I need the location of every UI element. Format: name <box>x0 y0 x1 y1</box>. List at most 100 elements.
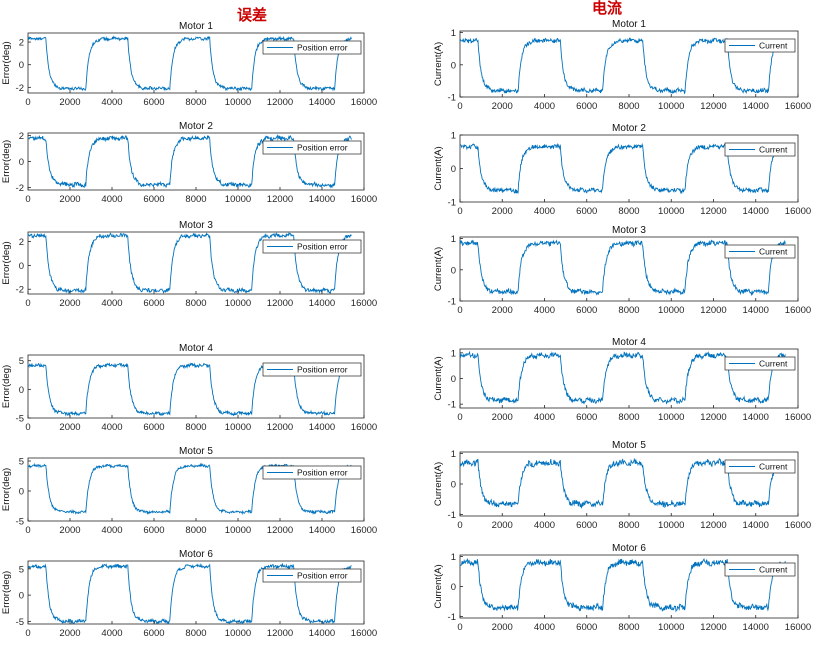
series-line <box>28 35 352 92</box>
legend-box <box>724 38 796 53</box>
legend-box <box>262 239 362 254</box>
x-tick-label: 4000 <box>101 525 122 536</box>
x-tick-label: 16000 <box>785 101 811 112</box>
x-tick-label: 14000 <box>743 520 769 531</box>
legend-box <box>724 562 796 577</box>
legend-box <box>262 568 362 583</box>
x-tick-label: 0 <box>25 298 30 309</box>
x-tick-label: 0 <box>25 628 30 639</box>
y-tick-label: 0 <box>451 60 456 71</box>
y-axis-label: Current(A) <box>433 462 444 506</box>
x-tick-label: 2000 <box>59 422 80 433</box>
y-tick-label: -1 <box>448 510 456 521</box>
y-tick-label: -1 <box>448 400 456 411</box>
series-line <box>28 362 352 417</box>
subplot-title: Motor 4 <box>612 337 646 348</box>
y-tick-label: 1 <box>451 234 456 245</box>
x-tick-label: 6000 <box>576 206 597 217</box>
y-tick-label: -1 <box>448 612 456 623</box>
y-tick-label: 1 <box>451 552 456 563</box>
y-tick-label: -1 <box>448 297 456 308</box>
x-tick-label: 4000 <box>101 97 122 108</box>
y-axis-label: Error(deg) <box>1 140 12 183</box>
x-tick-label: 12000 <box>267 194 293 205</box>
x-tick-label: 16000 <box>785 206 811 217</box>
x-tick-label: 2000 <box>59 628 80 639</box>
subplot: 0 2000 4000 6000 8000 10000 12000 14000 16000-10… <box>433 123 811 217</box>
x-tick-label: 8000 <box>618 101 639 112</box>
y-axis-label: Current(A) <box>433 356 444 400</box>
series-line <box>460 142 786 195</box>
x-tick-label: 2000 <box>492 101 513 112</box>
legend-label: Current <box>759 247 788 257</box>
x-tick-label: 10000 <box>225 298 251 309</box>
legend-box <box>724 459 796 474</box>
x-tick-label: 10000 <box>658 622 684 633</box>
x-tick-label: 10000 <box>658 520 684 531</box>
subplot: 0 2000 4000 6000 8000 10000 12000 14000 16000-20… <box>1 220 377 309</box>
x-tick-label: 12000 <box>700 305 726 316</box>
subplot: 0 2000 4000 6000 8000 10000 12000 14000 16000-10… <box>433 337 811 423</box>
x-tick-label: 6000 <box>576 412 597 423</box>
x-tick-label: 4000 <box>101 422 122 433</box>
subplot-title: Motor 2 <box>179 121 213 132</box>
subplot: 0 2000 4000 6000 8000 10000 12000 14000 16000-10… <box>433 19 811 112</box>
right-column-heading: 电流 <box>592 0 623 17</box>
x-tick-label: 16000 <box>785 412 811 423</box>
x-tick-label: 0 <box>25 525 30 536</box>
x-tick-label: 0 <box>457 206 462 217</box>
subplot-title: Motor 5 <box>179 446 213 457</box>
y-tick-label: 0 <box>19 261 24 272</box>
y-tick-label: 5 <box>19 564 24 575</box>
subplot-title: Motor 6 <box>179 549 213 560</box>
x-tick-label: 14000 <box>309 422 335 433</box>
x-tick-label: 14000 <box>309 194 335 205</box>
x-tick-label: 0 <box>457 412 462 423</box>
x-tick-label: 8000 <box>618 305 639 316</box>
x-tick-label: 8000 <box>185 422 206 433</box>
x-tick-label: 14000 <box>309 97 335 108</box>
legend-box <box>724 356 796 371</box>
x-tick-label: 6000 <box>576 101 597 112</box>
x-tick-label: 2000 <box>492 520 513 531</box>
x-tick-label: 8000 <box>618 520 639 531</box>
subplot-title: Motor 2 <box>612 123 646 134</box>
x-tick-label: 16000 <box>351 194 377 205</box>
x-tick-label: 10000 <box>225 422 251 433</box>
x-tick-label: 2000 <box>59 525 80 536</box>
x-tick-label: 12000 <box>700 622 726 633</box>
y-tick-label: 1 <box>451 28 456 39</box>
x-tick-label: 14000 <box>743 412 769 423</box>
y-tick-label: 0 <box>19 385 24 396</box>
x-tick-label: 0 <box>25 422 30 433</box>
x-tick-label: 2000 <box>59 298 80 309</box>
subplot: 0 2000 4000 6000 8000 10000 12000 14000 16000-10… <box>433 225 811 316</box>
x-tick-label: 6000 <box>143 422 164 433</box>
y-tick-label: 2 <box>19 131 24 142</box>
y-tick-label: 0 <box>451 164 456 175</box>
x-tick-label: 12000 <box>267 298 293 309</box>
x-tick-label: 14000 <box>743 622 769 633</box>
series-line <box>28 462 352 516</box>
x-tick-label: 6000 <box>143 194 164 205</box>
y-tick-label: 0 <box>451 480 456 491</box>
subplot: 0 2000 4000 6000 8000 10000 12000 14000 16000-50… <box>1 343 377 433</box>
x-tick-label: 2000 <box>492 206 513 217</box>
y-tick-label: -1 <box>448 93 456 104</box>
legend-box <box>262 362 362 377</box>
x-tick-label: 12000 <box>267 422 293 433</box>
x-tick-label: 0 <box>457 101 462 112</box>
x-tick-label: 8000 <box>618 206 639 217</box>
x-tick-label: 4000 <box>101 628 122 639</box>
series-line <box>28 562 352 624</box>
y-tick-label: -5 <box>16 617 24 628</box>
x-tick-label: 0 <box>25 194 30 205</box>
legend-box <box>262 465 362 480</box>
subplot-title: Motor 5 <box>612 440 646 451</box>
x-tick-label: 6000 <box>576 305 597 316</box>
y-axis-label: Error(deg) <box>1 468 12 511</box>
y-tick-label: 0 <box>19 157 24 168</box>
subplot-title: Motor 1 <box>179 21 213 32</box>
x-tick-label: 16000 <box>351 97 377 108</box>
